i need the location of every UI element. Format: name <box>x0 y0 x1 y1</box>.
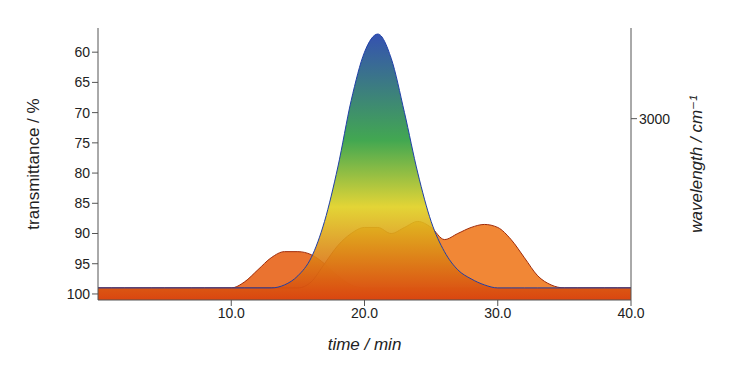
svg-text:60: 60 <box>74 44 90 60</box>
svg-text:70: 70 <box>74 105 90 121</box>
svg-text:75: 75 <box>74 135 90 151</box>
svg-text:90: 90 <box>74 225 90 241</box>
svg-text:time / min: time / min <box>328 335 402 354</box>
svg-text:transmittance / %: transmittance / % <box>24 98 43 229</box>
svg-text:100: 100 <box>67 286 91 302</box>
svg-text:10.0: 10.0 <box>218 305 245 321</box>
svg-text:30.0: 30.0 <box>484 305 511 321</box>
svg-text:3000: 3000 <box>639 111 670 127</box>
svg-text:20.0: 20.0 <box>351 305 378 321</box>
svg-text:65: 65 <box>74 74 90 90</box>
svg-text:wavelength / cm⁻¹: wavelength / cm⁻¹ <box>687 95 706 233</box>
svg-text:80: 80 <box>74 165 90 181</box>
svg-text:95: 95 <box>74 256 90 272</box>
svg-text:85: 85 <box>74 195 90 211</box>
svg-text:40.0: 40.0 <box>617 305 644 321</box>
